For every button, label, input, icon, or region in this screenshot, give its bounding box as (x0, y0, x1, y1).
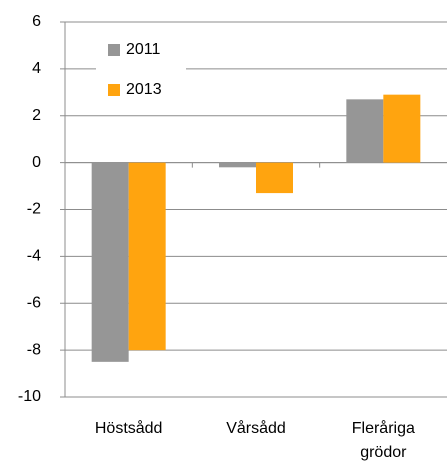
y-tick-label: 2 (32, 107, 41, 124)
x-tick-label: Fleråriga grödor (352, 419, 415, 461)
x-tick-label: Vårsådd (226, 419, 286, 437)
y-tick-label: -2 (27, 201, 41, 218)
legend-label: 2011 (126, 41, 161, 58)
legend-swatch (108, 84, 120, 96)
y-tick-label: 4 (32, 60, 41, 77)
legend-label: 2013 (126, 81, 162, 98)
bar (128, 162, 166, 351)
x-tick-label-line: Vårsådd (226, 419, 286, 437)
y-tick-label: 0 (32, 154, 41, 171)
bar (383, 94, 421, 163)
legend-swatch (108, 44, 120, 56)
x-tick-label-line: grödor (360, 444, 407, 461)
y-tick-label: -10 (18, 388, 41, 405)
y-tick-label: 6 (32, 13, 41, 30)
x-tick-label-line: Fleråriga (352, 419, 415, 437)
y-tick-label: -4 (27, 248, 41, 265)
y-tick-label: -8 (27, 341, 41, 358)
bar (256, 162, 293, 194)
x-tick-label: Höstsådd (95, 419, 163, 437)
bar (219, 162, 256, 168)
bar (346, 99, 384, 163)
bar (91, 162, 129, 362)
y-tick-label: -6 (27, 294, 41, 311)
x-tick-label-line: Höstsådd (95, 419, 163, 437)
